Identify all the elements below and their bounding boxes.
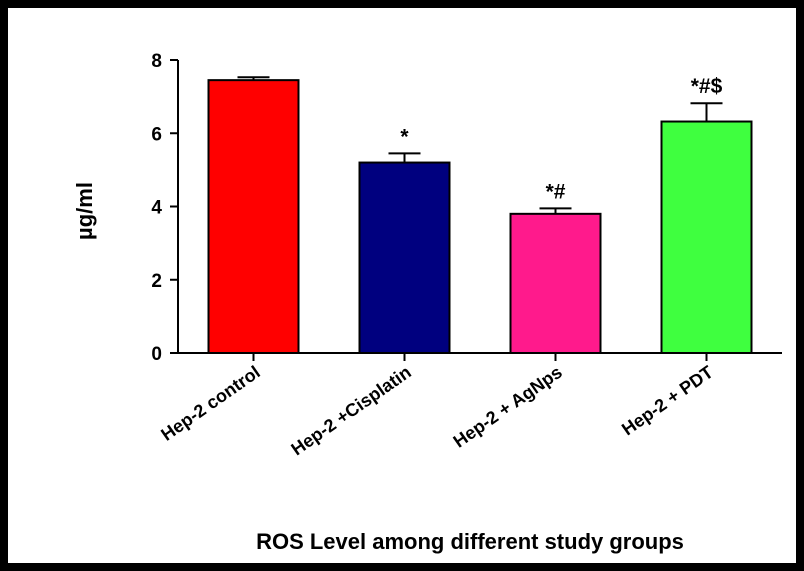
x-category-label: Hep-2 + AgNps xyxy=(450,362,566,452)
y-tick-label: 4 xyxy=(151,198,162,219)
y-tick-label: 6 xyxy=(151,124,162,145)
x-category-labels: Hep-2 control Hep-2 +Cisplatin Hep-2 + AgN… xyxy=(157,362,717,460)
bar xyxy=(360,163,450,353)
y-tick-labels: 0 2 4 6 8 xyxy=(151,51,162,365)
significance-marker: *# xyxy=(546,180,566,203)
bar xyxy=(511,214,601,353)
x-category-label: Hep-2 + PDT xyxy=(618,362,717,439)
bars xyxy=(209,80,752,353)
y-tick-label: 0 xyxy=(151,344,162,365)
bar xyxy=(209,80,299,353)
significance-marker: * xyxy=(400,125,409,148)
x-axis-title: ROS Level among different study groups xyxy=(256,529,684,554)
error-bars xyxy=(238,77,723,214)
y-axis-title: µg/ml xyxy=(72,182,97,240)
bar xyxy=(662,122,752,353)
significance-marker: *#$ xyxy=(691,75,723,98)
x-category-label: Hep-2 control xyxy=(157,362,264,445)
y-tick-label: 8 xyxy=(151,51,162,72)
x-category-label: Hep-2 +Cisplatin xyxy=(287,362,414,460)
y-tick-label: 2 xyxy=(151,271,162,292)
